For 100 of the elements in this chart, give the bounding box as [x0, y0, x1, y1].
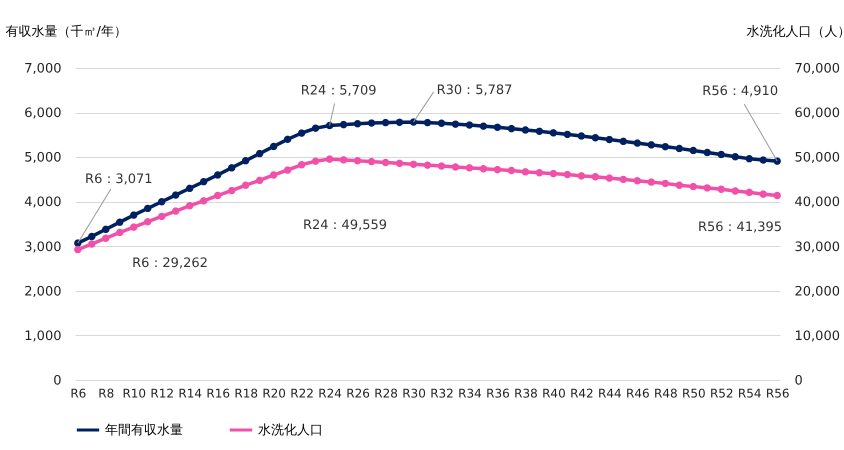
point [564, 130, 572, 138]
point [466, 121, 474, 129]
point [592, 134, 600, 142]
point [662, 180, 670, 188]
point [424, 118, 432, 126]
point [662, 142, 670, 150]
legend-label: 水洗化人口 [258, 423, 323, 438]
x-tick-label: R28 [374, 386, 398, 400]
point [578, 172, 586, 180]
point [410, 160, 418, 168]
point [480, 122, 488, 130]
y2-tick-label: 70,000 [794, 62, 840, 76]
point [704, 184, 711, 192]
x-tick-label: R10 [122, 386, 146, 400]
y2-axis-title: 水洗化人口（人） [746, 24, 844, 40]
y2-tick-label: 0 [794, 374, 803, 388]
point [102, 226, 110, 234]
point [704, 148, 711, 156]
y2-tick-label: 10,000 [794, 328, 840, 344]
point [732, 187, 739, 195]
x-tick-label: R6 [70, 386, 86, 400]
x-tick-label: R36 [486, 386, 510, 400]
point [312, 157, 320, 165]
annotation: R56：41,395 [698, 220, 782, 235]
y2-tick-label: 50,000 [794, 150, 840, 166]
point [158, 198, 166, 206]
point [326, 155, 334, 163]
point [172, 207, 180, 215]
point [648, 141, 656, 149]
point [200, 178, 208, 186]
point [186, 184, 194, 192]
point [144, 204, 152, 212]
point [382, 158, 390, 166]
point [606, 174, 614, 182]
y-tick-label: 7,000 [24, 62, 62, 76]
point [228, 186, 236, 194]
point [242, 157, 250, 164]
point [494, 166, 502, 174]
y-tick-label: 5,000 [24, 150, 62, 166]
point [564, 170, 572, 178]
y2-tick-label: 30,000 [794, 240, 840, 255]
y-tick-label: 4,000 [24, 195, 62, 210]
point [438, 162, 446, 170]
point [102, 234, 110, 242]
point [242, 182, 250, 189]
x-tick-label: R20 [262, 386, 286, 400]
point [746, 188, 753, 196]
x-tick-label: R34 [458, 386, 482, 400]
annotation: R6：3,071 [85, 172, 153, 188]
point [172, 191, 180, 199]
point [550, 170, 558, 178]
point [88, 232, 96, 240]
point [494, 124, 502, 131]
x-tick-label: R18 [234, 386, 258, 400]
point [578, 132, 586, 140]
point [256, 150, 264, 158]
point [298, 161, 306, 168]
point [368, 158, 376, 166]
point [312, 124, 320, 132]
point [508, 124, 516, 132]
x-tick-label: R42 [570, 386, 594, 400]
point [620, 176, 628, 184]
point [522, 126, 530, 134]
annotation: R24：5,709 [300, 84, 376, 99]
point [410, 118, 418, 126]
point [424, 161, 432, 169]
x-tick-label: R22 [290, 386, 314, 400]
x-tick-label: R12 [150, 386, 174, 400]
point [438, 120, 446, 127]
point [718, 186, 725, 193]
x-tick-label: R44 [598, 386, 622, 400]
point [200, 197, 208, 205]
point [592, 173, 600, 180]
x-tick-label: R48 [654, 386, 678, 400]
point [88, 240, 96, 248]
point [676, 182, 683, 189]
point [536, 128, 544, 135]
y2-tick-label: 60,000 [794, 106, 840, 122]
point [620, 138, 628, 146]
point [648, 178, 656, 186]
x-tick-label: R54 [738, 386, 762, 400]
x-tick-label: R56 [766, 386, 790, 400]
x-tick-label: R14 [178, 386, 202, 400]
x-tick-label: R38 [514, 386, 538, 400]
y-tick-label: 3,000 [24, 240, 62, 255]
point [298, 129, 306, 137]
point [214, 192, 222, 200]
x-tick-label: R8 [98, 386, 114, 400]
annotation: R24：49,559 [302, 218, 388, 233]
annotation: R6：29,262 [132, 256, 208, 271]
point [634, 177, 642, 184]
point [676, 144, 683, 152]
y-tick-label: 2,000 [24, 284, 62, 300]
y-tick-label: 1,000 [24, 328, 62, 344]
y-tick-label: 0 [53, 374, 62, 388]
point [452, 163, 460, 171]
point [522, 168, 530, 176]
point [550, 129, 558, 137]
point [466, 164, 474, 172]
x-tick-label: R50 [682, 386, 706, 400]
